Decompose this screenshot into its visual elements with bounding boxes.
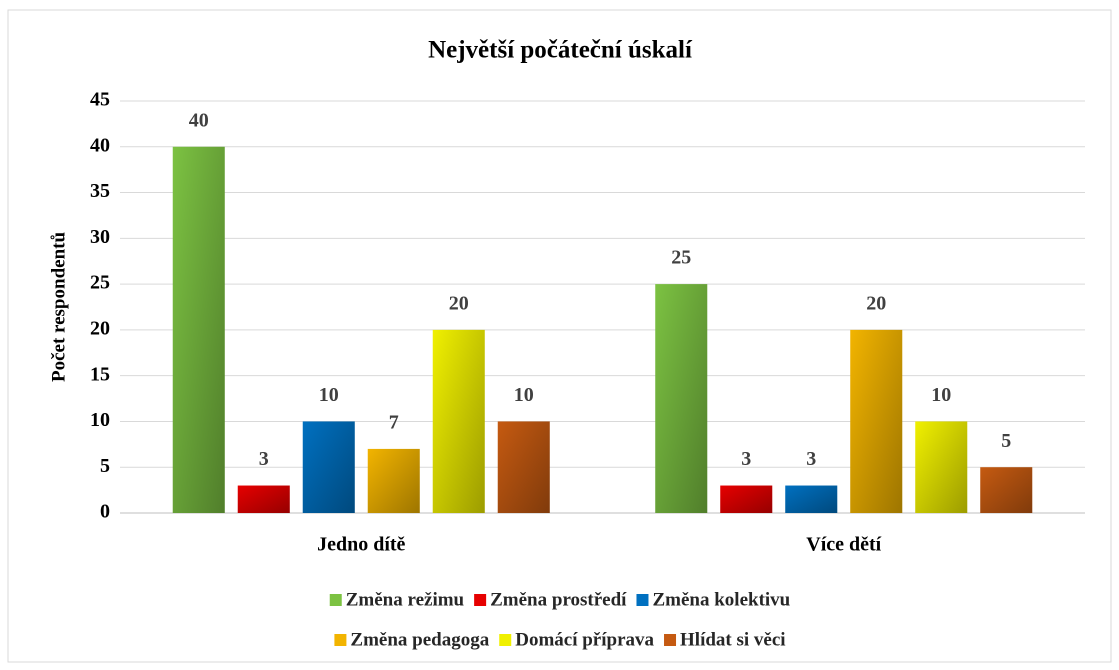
bar-shade bbox=[432, 329, 485, 513]
legend-swatch bbox=[636, 594, 649, 606]
bar-shade bbox=[915, 421, 968, 513]
y-tick-label: 30 bbox=[90, 226, 110, 248]
data-label: 20 bbox=[449, 292, 469, 314]
bar-shade bbox=[237, 485, 290, 513]
bar-shade bbox=[172, 146, 225, 513]
data-label: 20 bbox=[866, 292, 886, 314]
bar-shade bbox=[497, 421, 550, 513]
bar-shade bbox=[980, 467, 1033, 513]
legend-label: Změna kolektivu bbox=[652, 589, 790, 610]
data-label: 7 bbox=[389, 412, 399, 434]
data-label: 10 bbox=[931, 384, 951, 406]
data-label: 3 bbox=[741, 448, 751, 470]
bar-shade bbox=[367, 448, 420, 513]
y-tick-label: 10 bbox=[90, 409, 110, 431]
bar-shade bbox=[655, 284, 708, 513]
y-tick-label: 20 bbox=[90, 317, 110, 339]
legend-label: Změna prostředí bbox=[490, 589, 627, 610]
x-tick-label: Více dětí bbox=[806, 534, 881, 556]
data-label: 10 bbox=[514, 384, 534, 406]
legend-swatch bbox=[329, 594, 342, 606]
bar-shade bbox=[302, 421, 355, 513]
bar-shade bbox=[720, 485, 773, 513]
legend-label: Změna režimu bbox=[346, 589, 465, 610]
chart-title: Největší počáteční úskalí bbox=[428, 37, 693, 64]
data-label: 10 bbox=[319, 384, 339, 406]
legend-swatch bbox=[474, 594, 487, 606]
data-label: 3 bbox=[259, 448, 269, 470]
legend-label: Hlídat si věci bbox=[680, 629, 786, 650]
y-tick-label: 0 bbox=[100, 501, 110, 523]
data-label: 3 bbox=[806, 448, 816, 470]
legend-label: Změna pedagoga bbox=[350, 629, 489, 650]
y-axis-label: Počet respondentů bbox=[48, 232, 69, 382]
y-tick-label: 45 bbox=[90, 89, 110, 111]
legend-swatch bbox=[334, 634, 347, 646]
legend-swatch bbox=[664, 634, 677, 646]
y-tick-label: 15 bbox=[90, 363, 110, 385]
data-label: 25 bbox=[671, 247, 691, 269]
data-label: 40 bbox=[189, 109, 209, 131]
y-tick-label: 25 bbox=[90, 272, 110, 294]
y-tick-label: 40 bbox=[90, 134, 110, 156]
x-tick-label: Jedno dítě bbox=[317, 534, 405, 556]
data-label: 5 bbox=[1001, 430, 1011, 452]
legend-swatch bbox=[499, 634, 512, 646]
y-tick-label: 35 bbox=[90, 180, 110, 202]
bar-shade bbox=[850, 329, 903, 513]
legend-label: Domácí příprava bbox=[515, 629, 654, 650]
y-tick-label: 5 bbox=[100, 455, 110, 477]
bar-shade bbox=[785, 485, 838, 513]
